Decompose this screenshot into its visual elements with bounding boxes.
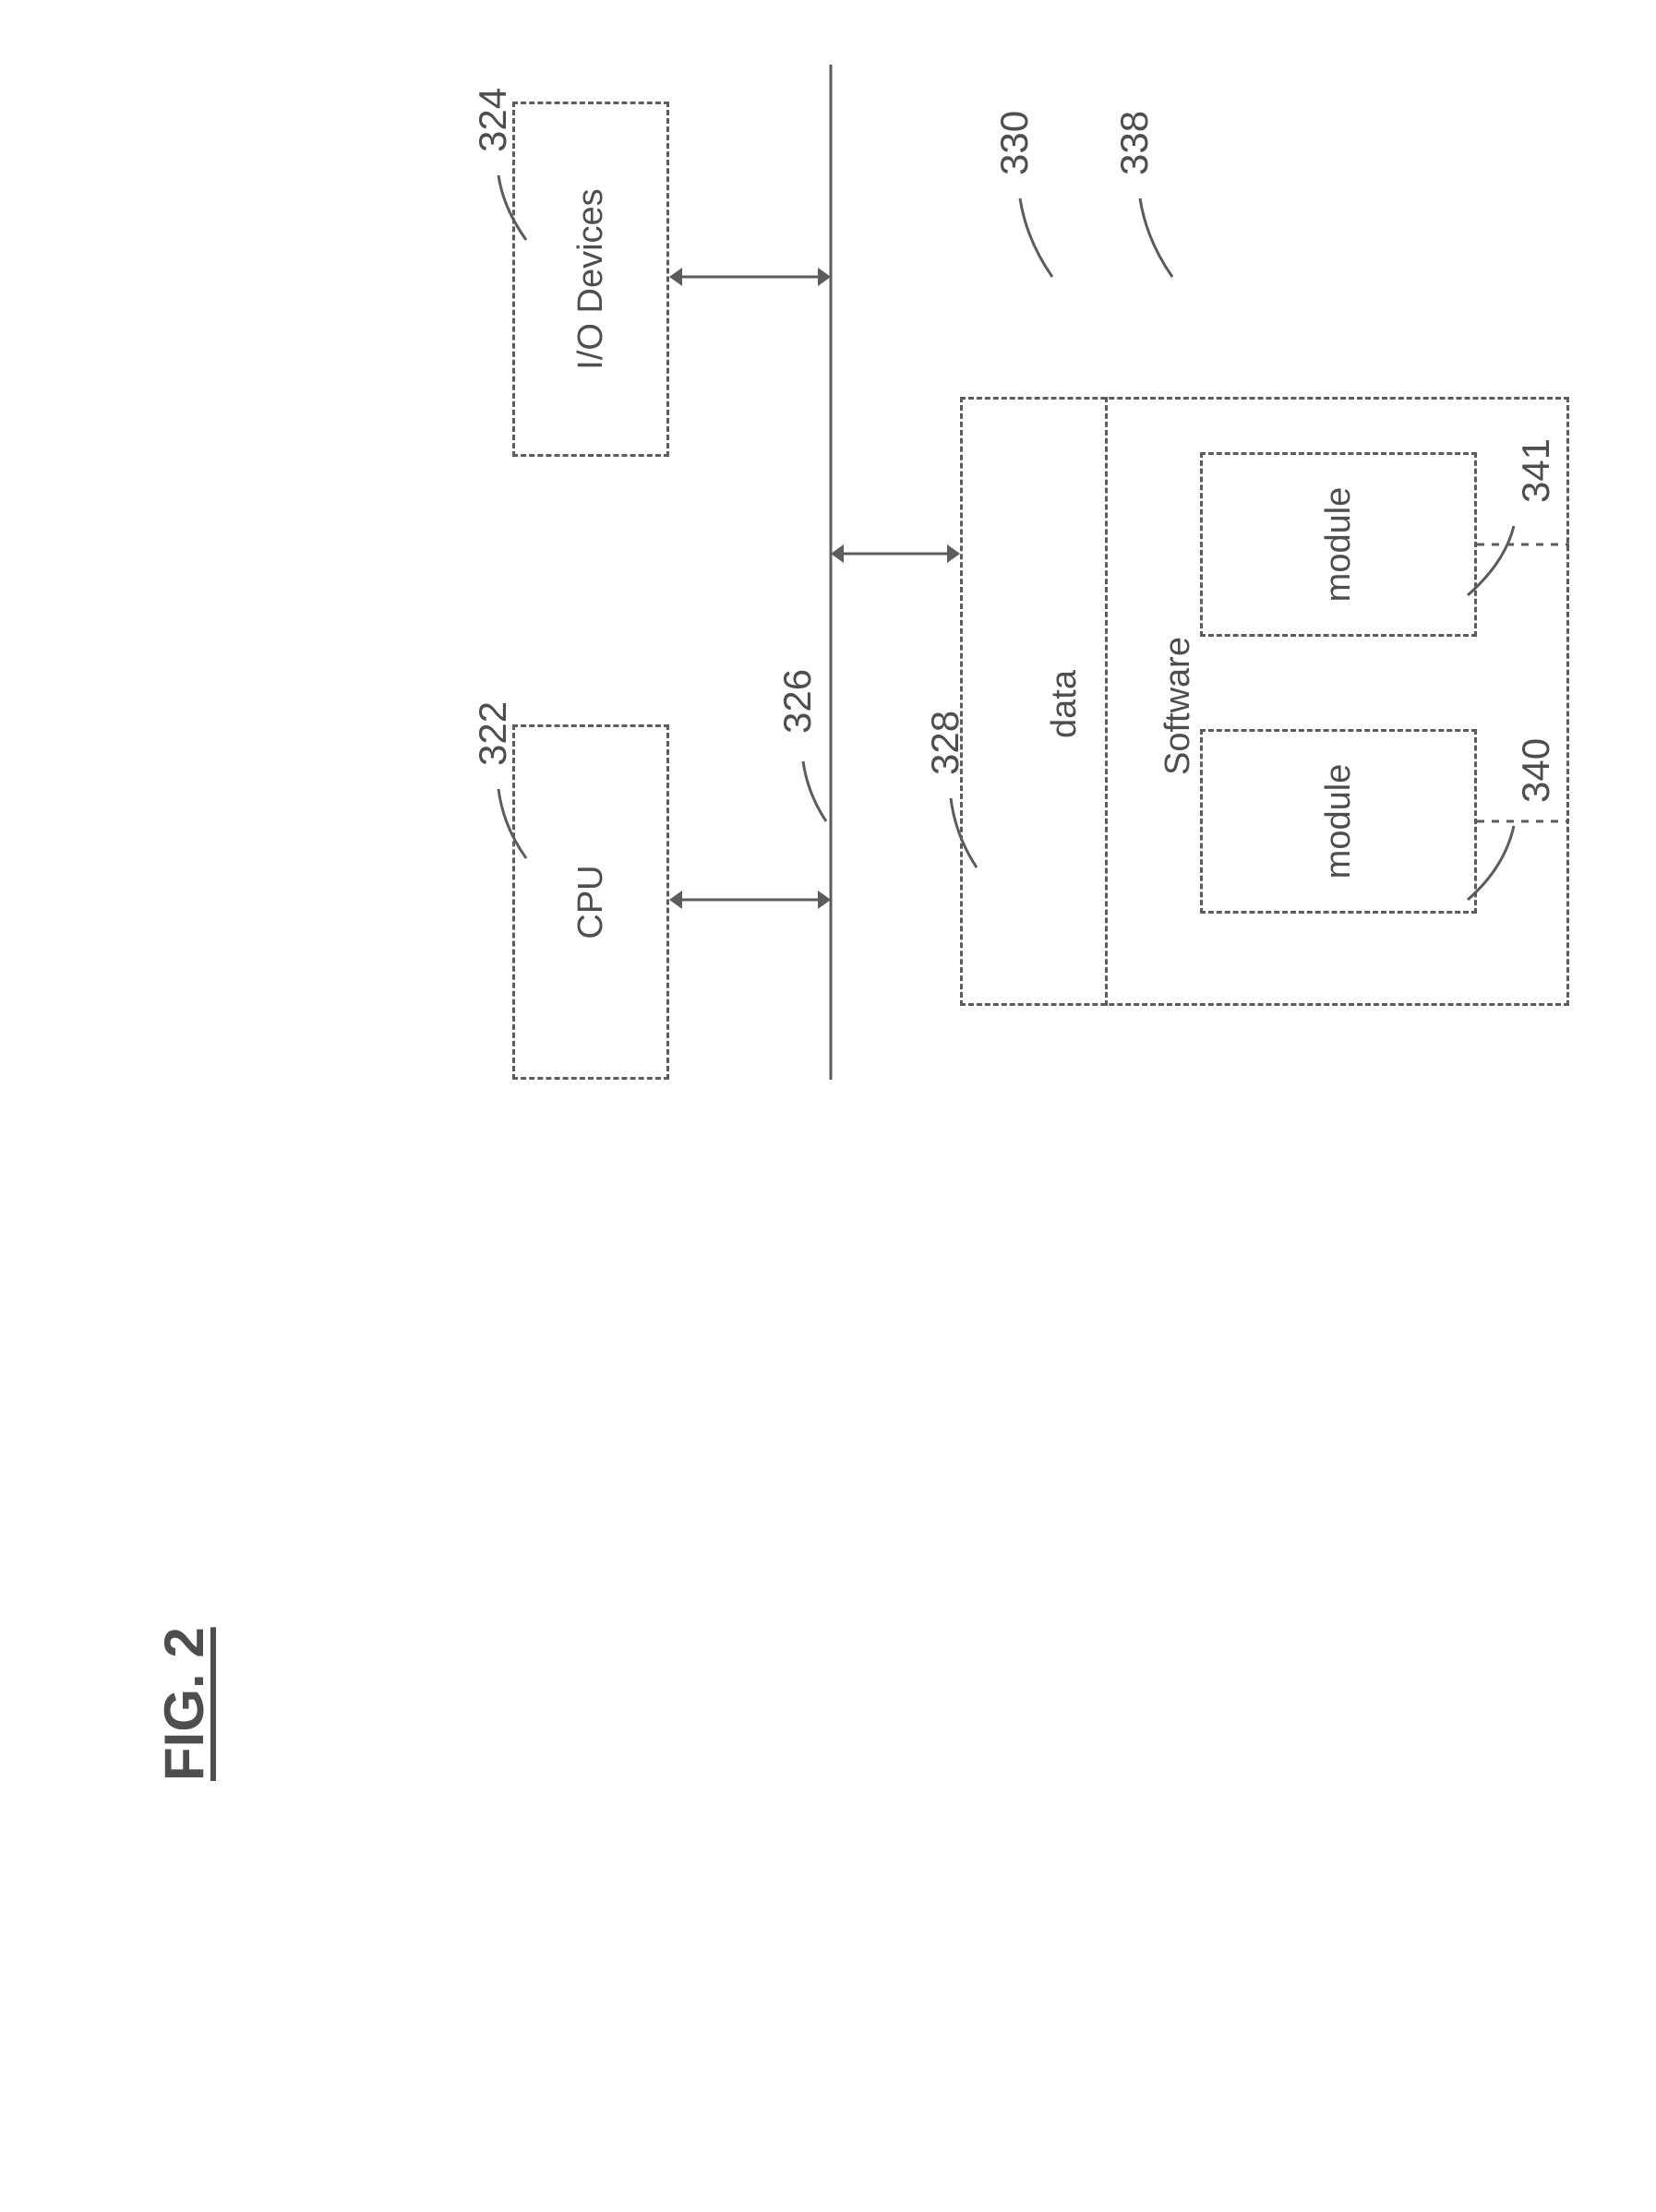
io-devices-box: I/O Devices [512,102,669,457]
ref-330: 330 [992,111,1037,175]
ref-338: 338 [1112,111,1157,175]
cpu-box: CPU [512,724,669,1080]
ref-340: 340 [1514,738,1558,803]
figure-title: FIG. 2 [152,1627,216,1781]
ref-322: 322 [471,701,515,766]
ref-341: 341 [1514,438,1558,503]
diagram-canvas: FIG. 2 CPU I/O Devices module module dat… [0,0,1656,2212]
data-region [960,397,1108,1006]
connector-overlay [0,0,1656,2212]
data-label: data [1045,670,1085,738]
module-box-1: module [1200,729,1477,914]
module-box-2: module [1200,452,1477,637]
ref-326: 326 [775,669,820,734]
ref-324: 324 [471,88,515,152]
ref-328: 328 [923,711,967,775]
software-label: Software [1158,637,1198,775]
